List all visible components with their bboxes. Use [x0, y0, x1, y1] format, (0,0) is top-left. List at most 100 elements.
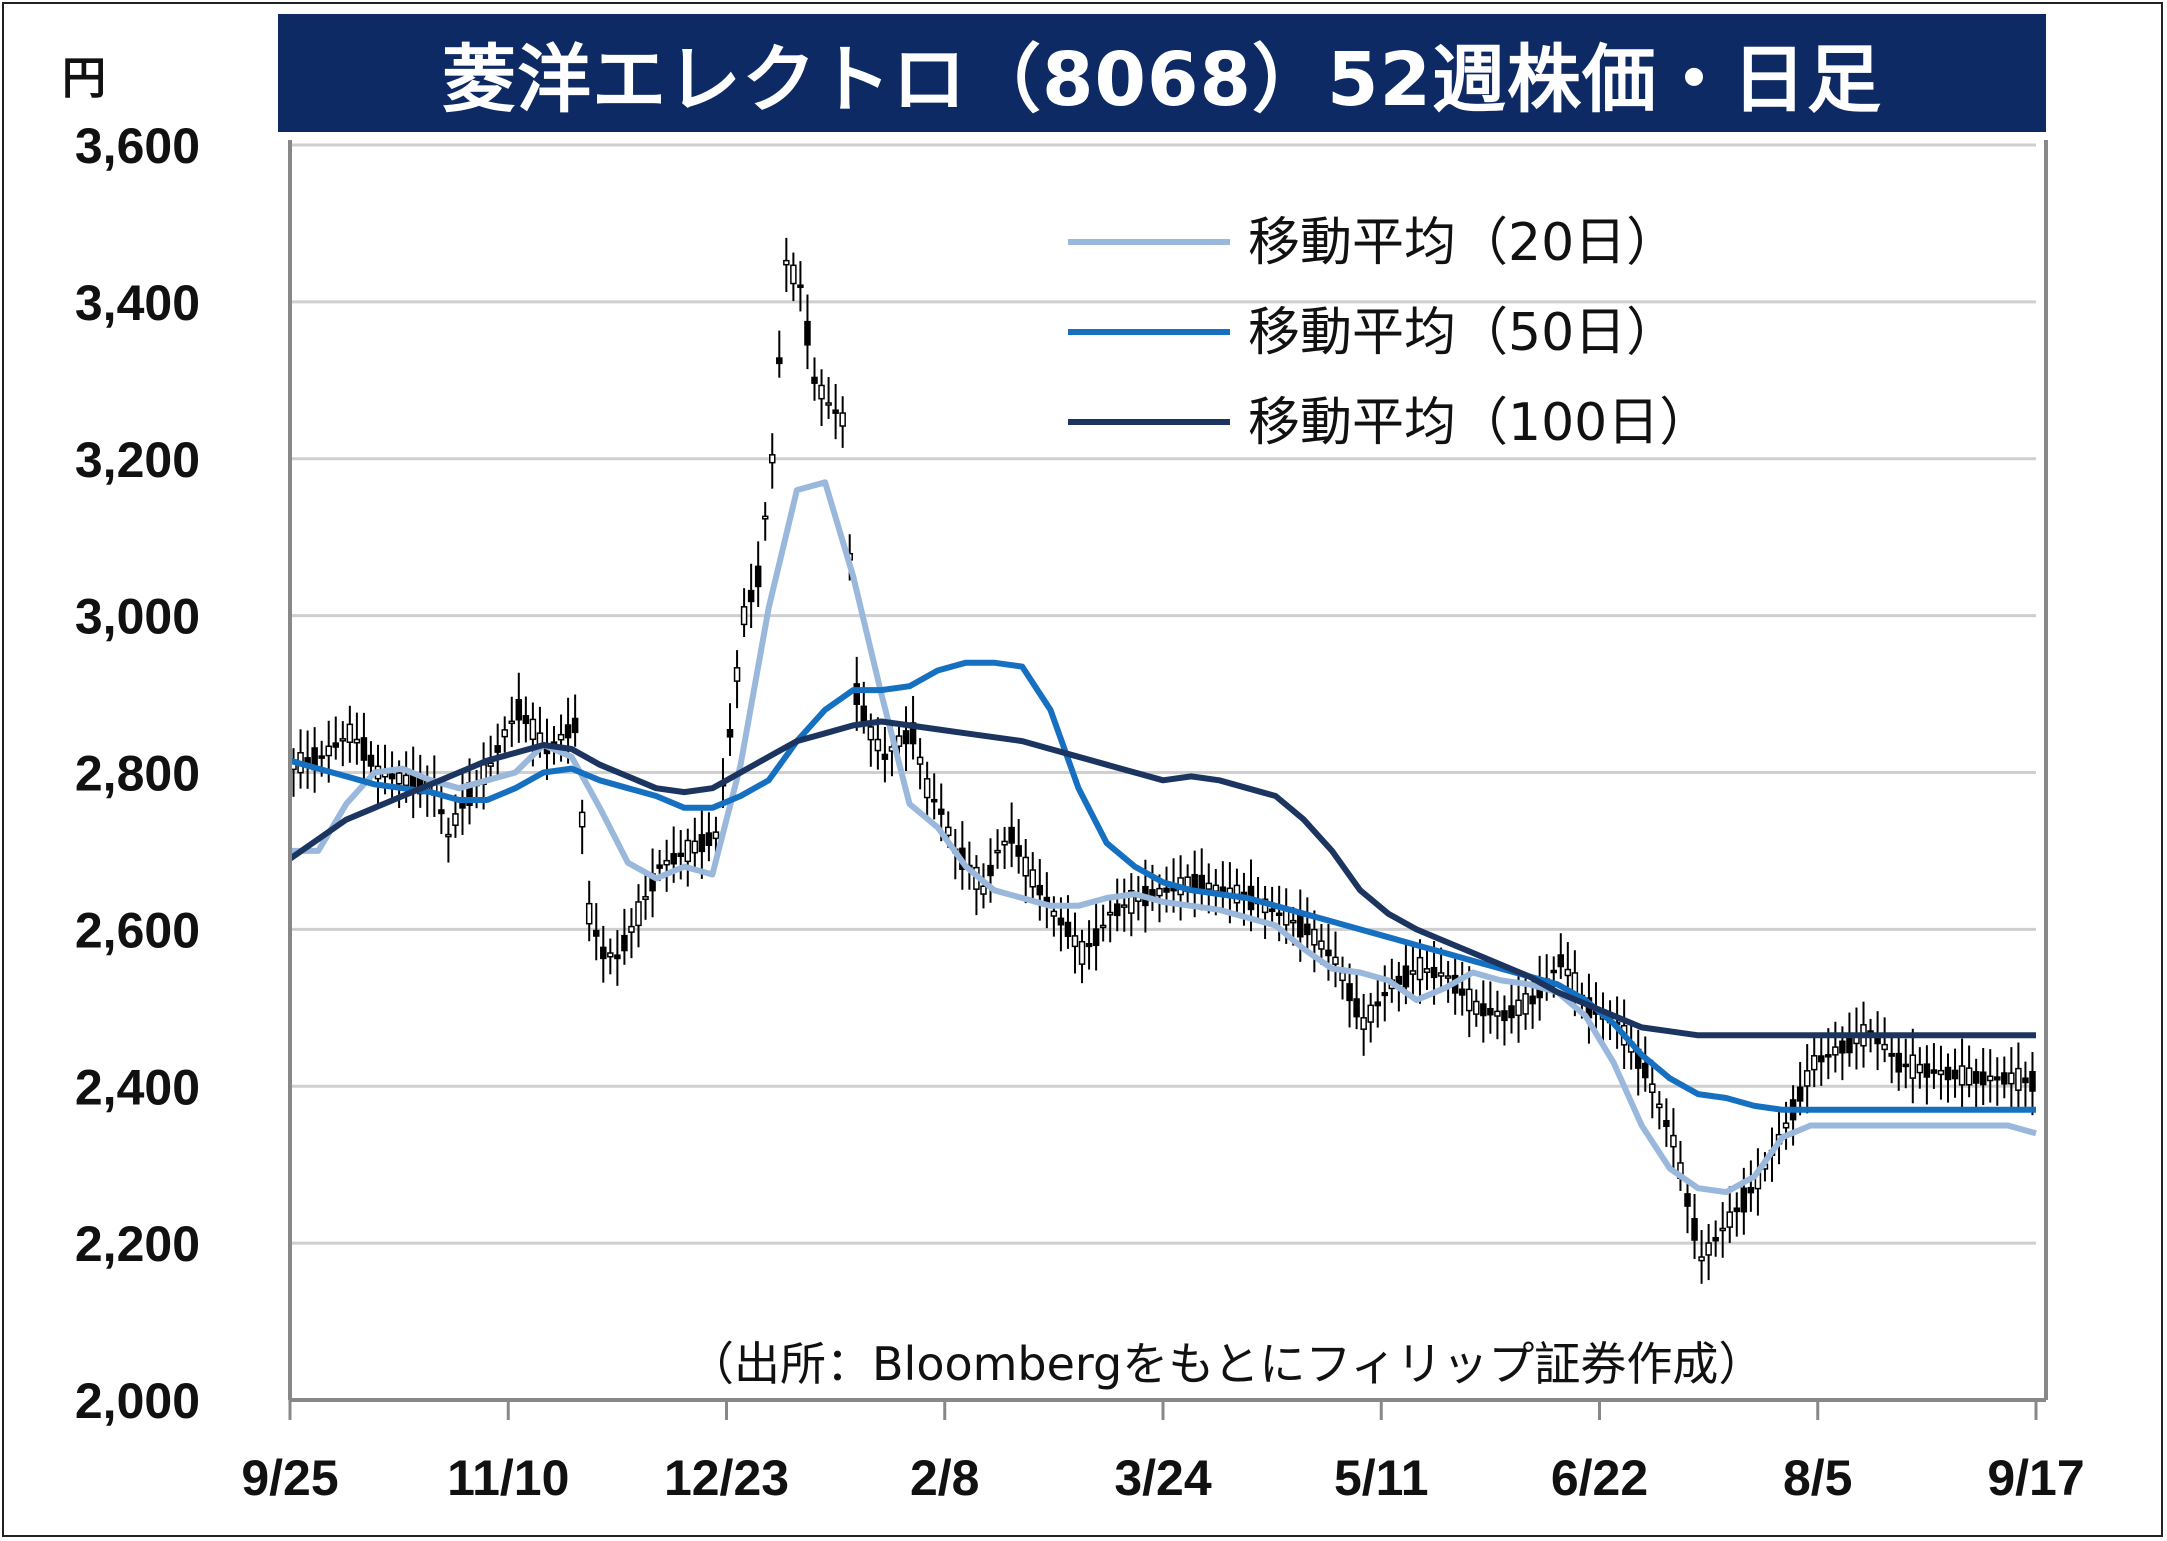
candle-body	[1712, 1236, 1719, 1242]
candle-body	[353, 738, 361, 744]
candle-body	[1895, 1052, 1902, 1073]
candle-body	[1979, 1071, 1987, 1086]
candle-body	[1965, 1067, 1973, 1086]
candle-body	[881, 753, 889, 760]
candle-body	[1121, 904, 1128, 908]
y-tick-label: 2,800	[75, 746, 200, 802]
candle-body	[1163, 887, 1170, 893]
candle-body	[1810, 1055, 1818, 1071]
candle-body	[339, 738, 347, 742]
candle-body	[1733, 1207, 1741, 1213]
candle-body	[761, 515, 769, 520]
candle-body	[1888, 1052, 1895, 1057]
candle-body	[515, 699, 523, 721]
candle-body	[1832, 1046, 1839, 1056]
candle-body	[1360, 1017, 1367, 1030]
candle-body	[571, 717, 579, 734]
candle-body	[1205, 882, 1213, 890]
candle-body	[325, 745, 332, 757]
candle-body	[1550, 969, 1557, 974]
y-tick-label: 3,000	[75, 589, 200, 645]
candle-body	[1099, 924, 1107, 929]
candle-body	[790, 264, 797, 285]
candle-body	[705, 832, 713, 847]
candle-body	[1839, 1040, 1846, 1054]
candle-body	[1374, 1001, 1381, 1007]
candle-body	[1818, 1055, 1825, 1063]
candle-body	[839, 412, 846, 427]
candle-body	[1782, 1122, 1790, 1129]
candle-body	[776, 357, 783, 365]
candle-body	[1796, 1086, 1804, 1102]
candle-body	[684, 839, 692, 863]
y-tick-label: 3,600	[75, 118, 200, 174]
candle-body	[747, 589, 755, 603]
candle-body	[1001, 840, 1008, 846]
candle-body	[628, 925, 635, 933]
candle-body	[635, 901, 642, 927]
y-axis-ticks: 2,000 2,200 2,400 2,600 2,800 3,000 3,200 3,400…	[75, 118, 200, 1429]
candle-body	[754, 565, 762, 588]
candle-body	[402, 774, 410, 787]
candle-body	[867, 726, 875, 741]
candle-body	[1557, 954, 1565, 968]
candle-body	[1092, 928, 1100, 947]
candle-body	[1916, 1063, 1924, 1074]
x-tick-label: 8/5	[1783, 1450, 1853, 1506]
x-tick-label: 9/17	[1987, 1450, 2084, 1506]
candle-body	[564, 724, 572, 739]
x-tick-label: 2/8	[910, 1450, 980, 1506]
candle-body	[1156, 887, 1163, 897]
candle-body	[1346, 983, 1353, 1002]
candle-body	[987, 864, 994, 877]
candle-body	[916, 756, 924, 765]
y-unit-label: 円	[62, 53, 106, 104]
candle-body	[600, 946, 607, 960]
legend-label-1: 移動平均（50日）	[1248, 303, 1678, 363]
candle-body	[1515, 999, 1522, 1017]
candle-body	[691, 840, 699, 854]
candle-body	[1311, 928, 1318, 946]
candle-body	[2008, 1072, 2015, 1085]
candle-body	[1494, 1010, 1501, 1017]
source-note: （出所：Bloombergをもとにフィリップ証券作成）	[688, 1337, 1764, 1391]
candle-body	[945, 826, 952, 837]
candle-body	[1289, 919, 1297, 924]
candle-body	[346, 723, 354, 743]
candle-body	[1529, 995, 1536, 1005]
candle-body	[937, 808, 945, 815]
candle-body	[769, 454, 776, 464]
y-tick-label: 2,200	[75, 1216, 200, 1272]
candle-body	[825, 402, 832, 406]
y-tick-label: 2,600	[75, 902, 200, 958]
candle-body	[452, 813, 459, 826]
x-tick-label: 6/22	[1551, 1450, 1648, 1506]
candle-body	[1064, 921, 1072, 937]
candle-body	[2015, 1067, 2022, 1091]
candle-body	[1480, 1003, 1487, 1017]
candle-body	[1423, 968, 1431, 974]
candle-body	[1698, 1256, 1705, 1262]
candle-body	[663, 859, 670, 866]
candle-body	[2001, 1072, 2008, 1085]
ma-line-1	[289, 659, 2036, 1113]
candle-body	[1522, 993, 1529, 1015]
candle-body	[1318, 940, 1325, 950]
y-tick-label: 2,400	[75, 1059, 200, 1115]
candle-body	[1747, 1186, 1755, 1194]
candle-body	[1430, 966, 1438, 979]
candle-body	[1015, 845, 1022, 857]
candle-body	[1029, 869, 1037, 888]
x-tick-label: 3/24	[1114, 1450, 1212, 1506]
candle-body	[1958, 1065, 1966, 1086]
candle-body	[1930, 1069, 1938, 1074]
candle-body	[1022, 856, 1029, 877]
title-banner: 菱洋エレクトロ（8068）52週株価・日足	[278, 14, 2046, 132]
candle-body	[1444, 975, 1452, 979]
candle-body	[923, 778, 931, 799]
candle-body	[670, 853, 677, 865]
candle-body	[1325, 949, 1332, 957]
x-tick-label: 9/25	[241, 1450, 338, 1506]
candle-body	[712, 831, 720, 840]
